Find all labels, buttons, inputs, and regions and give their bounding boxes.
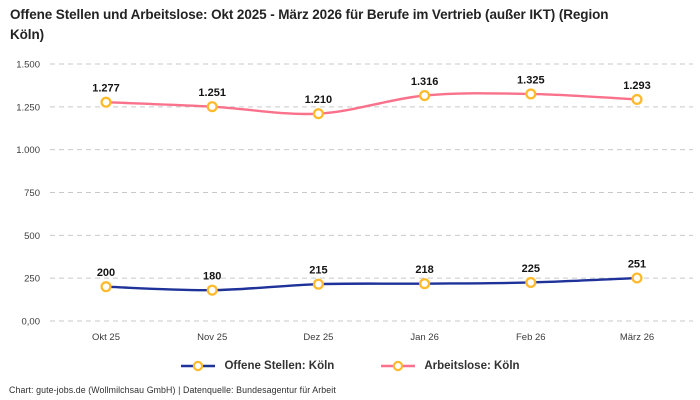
legend-marker-icon: [193, 360, 204, 372]
y-axis-tick-label: 0,00: [22, 317, 41, 328]
data-point-label: 1.293: [623, 80, 651, 92]
series-line-offene-stellen: [104, 276, 639, 292]
data-point-label: 1.251: [198, 87, 226, 99]
data-point-label: 251: [628, 258, 646, 270]
line-chart: 0,00 250 500 750 1.000 1.250 1.500 Okt 25 Nov 25…: [16, 60, 693, 343]
y-axis-tick-label: 1.000: [16, 145, 40, 156]
data-point-marker[interactable]: [206, 284, 218, 296]
data-point-label: 200: [97, 267, 115, 279]
data-point-label: 1.316: [411, 76, 439, 88]
x-axis-tick-label: Okt 25: [92, 332, 120, 343]
legend-item-arbeitslose[interactable]: Arbeitslose: Köln: [380, 360, 520, 372]
legend-item-offene-stellen[interactable]: Offene Stellen: Köln: [180, 360, 334, 372]
x-axis-tick-label: Nov 25: [197, 332, 227, 343]
data-point-marker[interactable]: [100, 281, 112, 293]
y-axis-tick-label: 750: [24, 188, 40, 199]
legend-marker-icon: [393, 360, 404, 372]
data-point-marker[interactable]: [312, 278, 324, 290]
x-axis-tick-label: Feb 26: [516, 332, 546, 343]
x-axis-tick-label: Dez 25: [303, 332, 333, 343]
data-point-label: 215: [309, 265, 327, 277]
x-axis-tick-label: März 26: [620, 332, 654, 343]
y-axis-tick-label: 500: [24, 231, 40, 242]
legend-label-arbeitslose: Arbeitslose: Köln: [424, 360, 520, 372]
data-point-label: 180: [203, 271, 221, 283]
data-point-marker[interactable]: [419, 278, 431, 290]
x-axis-tick-label: Jan 26: [410, 332, 439, 343]
legend-swatch-offene-stellen-icon: [181, 360, 216, 372]
data-point-marker[interactable]: [525, 276, 537, 289]
y-axis-tick-label: 1.250: [16, 102, 40, 113]
data-point-label: 1.277: [92, 83, 120, 95]
data-point-marker[interactable]: [525, 88, 537, 100]
data-point-marker[interactable]: [312, 108, 324, 120]
data-point-marker[interactable]: [631, 272, 643, 284]
data-point-marker[interactable]: [419, 89, 431, 102]
data-point-marker[interactable]: [100, 96, 112, 108]
chart-legend: Offene Stellen: Köln Arbeitslose: Köln: [0, 360, 700, 372]
data-point-label: 218: [415, 264, 433, 276]
data-point-marker[interactable]: [206, 101, 218, 113]
data-point-label: 1.325: [517, 74, 545, 86]
data-point-marker[interactable]: [631, 93, 643, 106]
legend-label-offene-stellen: Offene Stellen: Köln: [224, 360, 335, 372]
chart-footer-attribution: Chart: gute-jobs.de (Wollmilchsau GmbH) …: [9, 385, 336, 395]
data-point-label: 225: [522, 263, 540, 275]
y-axis-tick-label: 1.500: [16, 60, 40, 71]
y-axis-tick-label: 250: [24, 274, 40, 285]
legend-swatch-arbeitslose-icon: [381, 360, 416, 372]
data-point-label: 1.210: [305, 94, 333, 106]
series-line-arbeitslose: [104, 92, 639, 116]
chart-title: Offene Stellen und Arbeitslose: Okt 2025…: [10, 7, 609, 42]
